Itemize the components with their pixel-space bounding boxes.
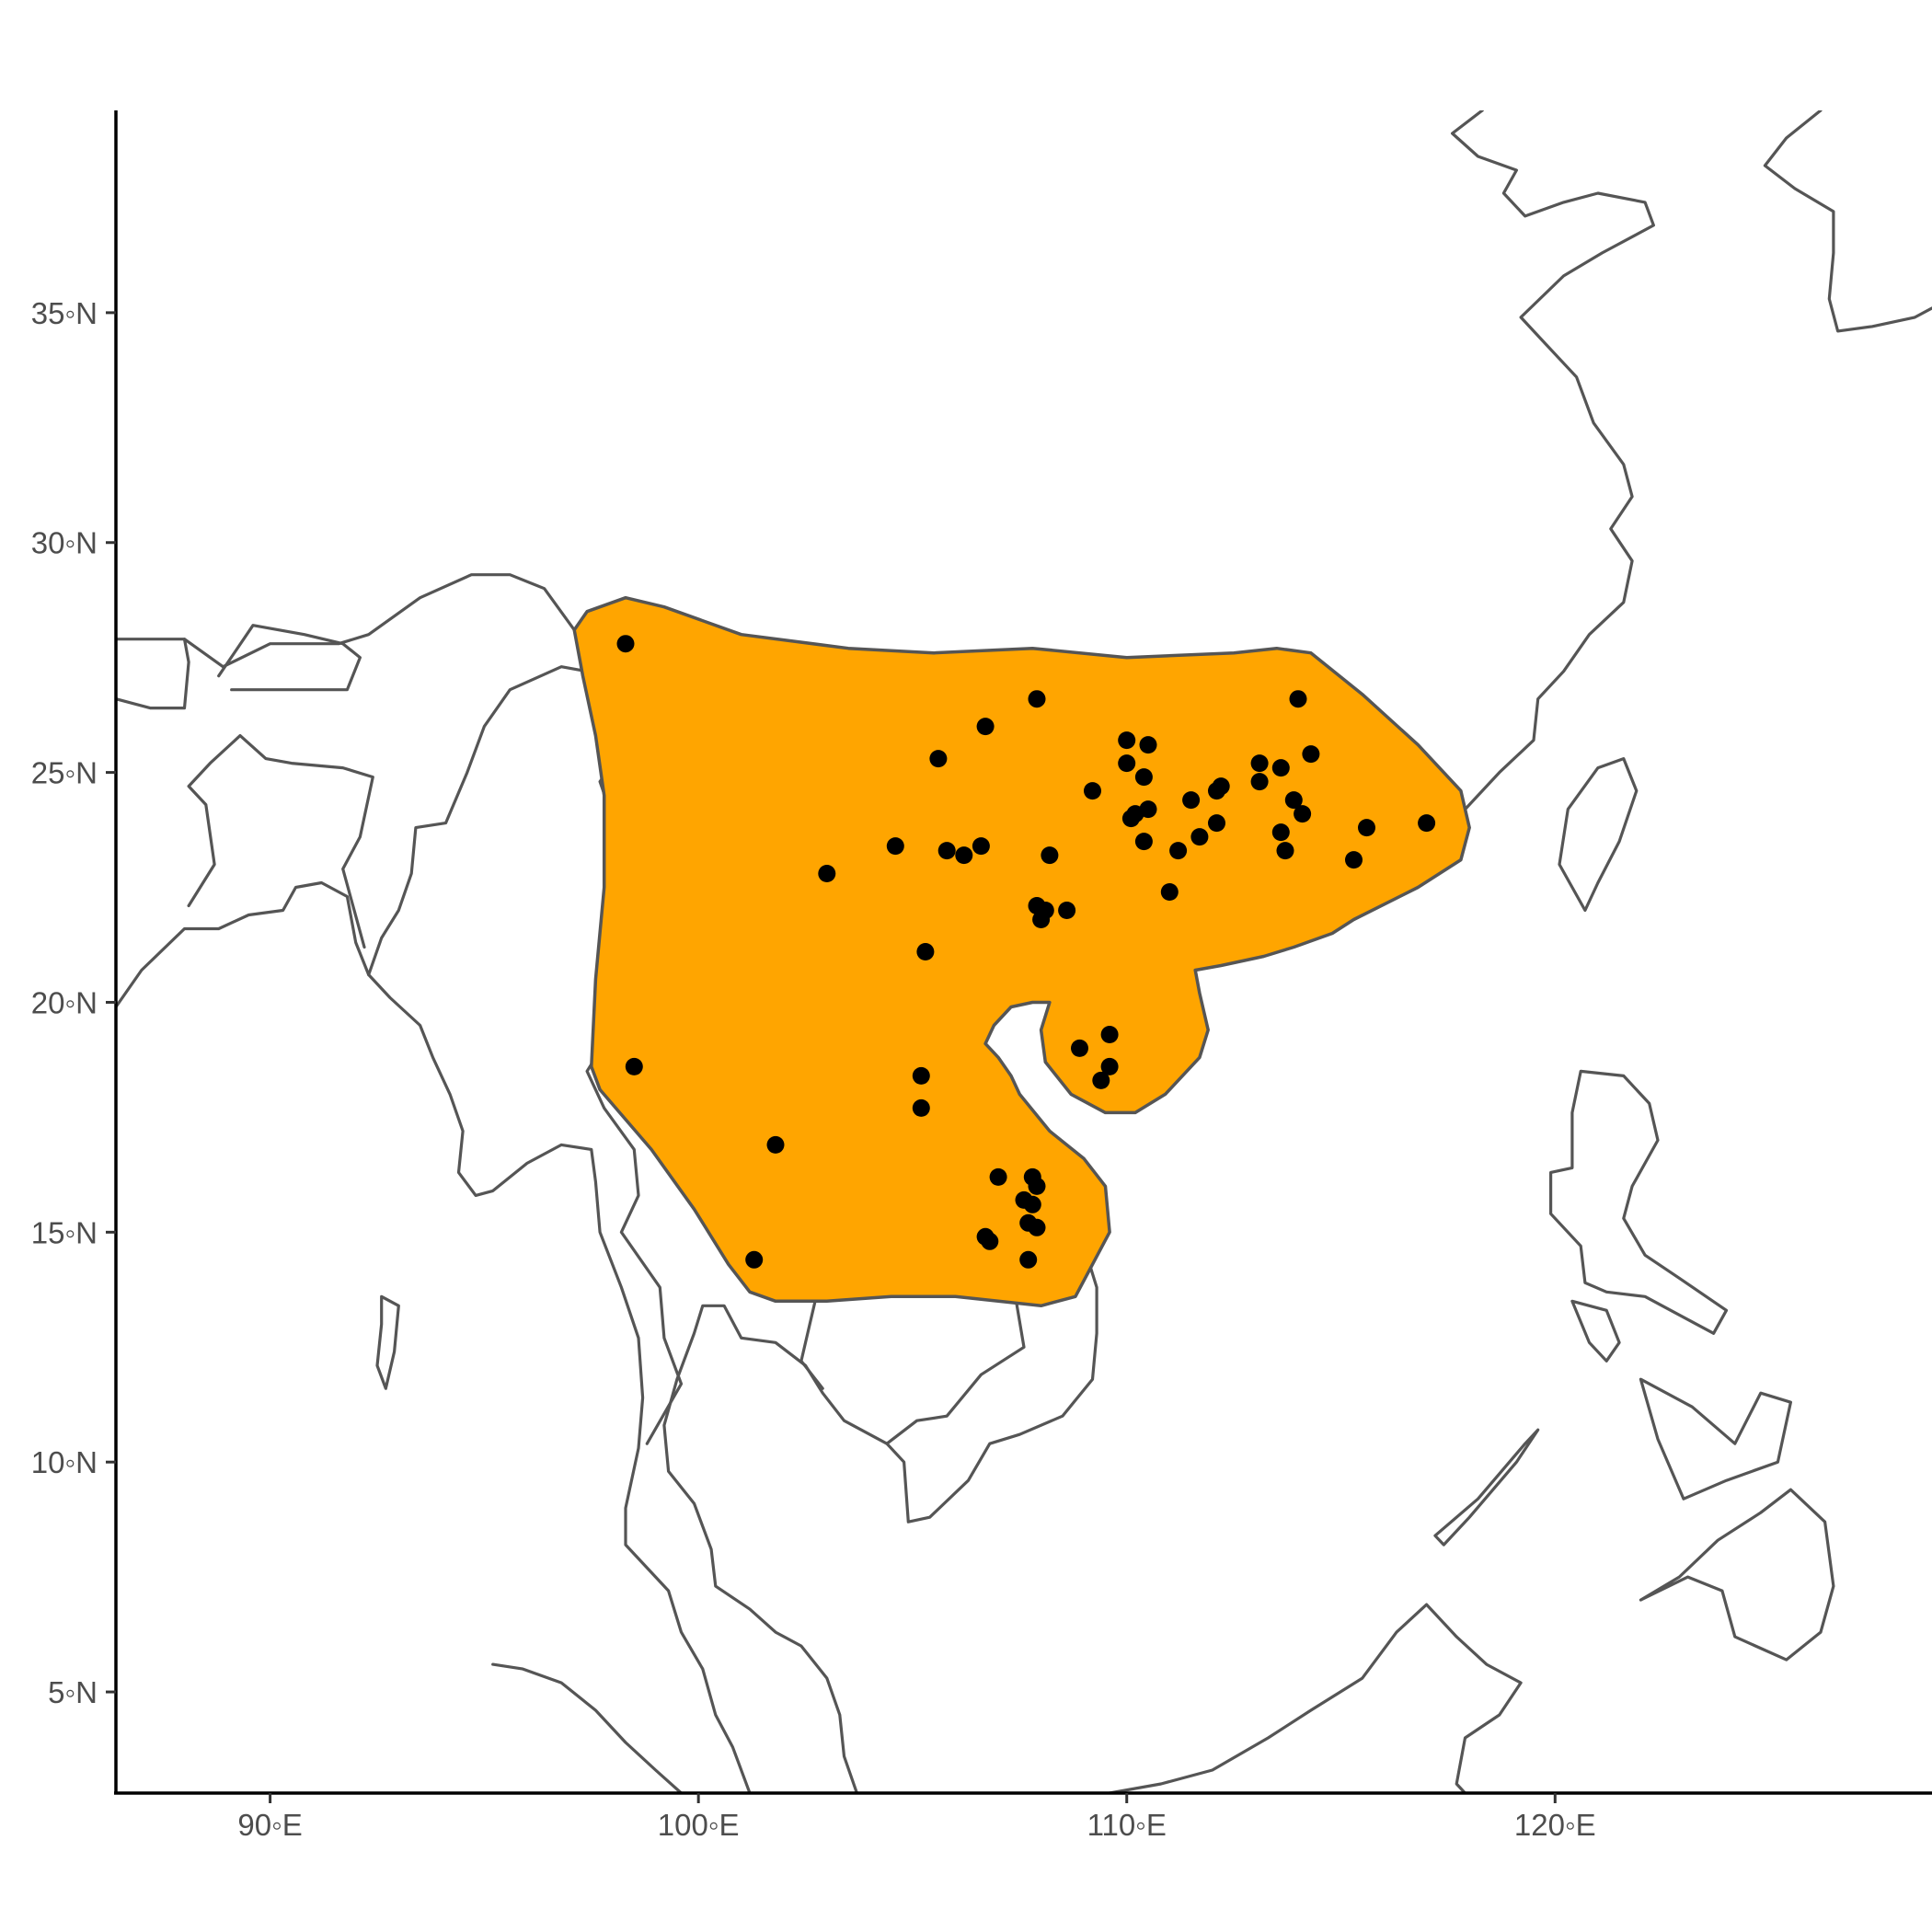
occurrence-point — [1071, 1039, 1088, 1057]
x-axis-ticks: 90◦E 100◦E 110◦E 120◦E — [237, 1793, 1596, 1842]
occurrence-point — [1182, 791, 1201, 810]
mindoro — [1570, 1299, 1621, 1363]
occurrence-point — [1118, 754, 1136, 773]
occurrence-point — [1284, 791, 1303, 810]
y-tick-label: 5◦N — [48, 1675, 98, 1709]
korea-coast — [1763, 110, 1932, 333]
occurrence-point — [1100, 1057, 1119, 1075]
occurrence-point — [745, 1250, 764, 1269]
occurrence-point — [1019, 1250, 1038, 1269]
occurrence-point — [1271, 759, 1290, 777]
x-tick-label: 100◦E — [658, 1808, 740, 1842]
occurrence-point — [616, 635, 635, 653]
occurrence-point — [1134, 833, 1153, 851]
occurrence-point — [929, 750, 948, 768]
occurrence-point — [1118, 731, 1136, 750]
occurrence-point — [1100, 1026, 1119, 1043]
x-tick-label: 110◦E — [1087, 1808, 1167, 1842]
occurrence-point — [989, 1167, 1007, 1186]
sumatra-north — [491, 1662, 684, 1793]
y-tick-label: 35◦N — [31, 296, 98, 330]
occurrence-point — [937, 842, 956, 860]
occurrence-point — [1208, 814, 1225, 833]
occurrence-point — [1084, 782, 1101, 800]
asia-mainland-coast — [116, 880, 752, 1793]
palawan — [1433, 1428, 1540, 1547]
range-polygon — [572, 595, 1471, 1308]
occurrence-point — [981, 1232, 999, 1250]
occurrence-point — [818, 865, 836, 882]
taiwan — [1558, 756, 1639, 913]
occurrence-point — [1294, 805, 1312, 823]
occurrence-point — [1139, 736, 1157, 754]
occurrence-point — [1134, 768, 1153, 787]
occurrence-point — [1190, 828, 1209, 846]
occurrence-point — [1028, 1218, 1046, 1236]
occurrence-point — [1250, 754, 1269, 773]
occurrence-point — [1358, 819, 1375, 837]
occurrence-point — [1271, 823, 1290, 842]
occurrence-point — [886, 837, 904, 856]
occurrence-point — [1418, 814, 1436, 833]
species-range-layer — [572, 595, 1471, 1308]
y-tick-label: 25◦N — [31, 756, 98, 790]
occurrence-point — [1160, 883, 1179, 901]
occurrence-point — [912, 1066, 930, 1085]
occurrence-point — [1058, 902, 1076, 919]
visayas — [1639, 1377, 1793, 1501]
nepal-border — [116, 638, 190, 710]
occurrence-point — [1041, 846, 1059, 865]
occurrence-point — [1302, 745, 1320, 764]
occurrence-point — [955, 846, 973, 865]
bangladesh-border — [187, 733, 374, 949]
andaman-islands — [375, 1294, 400, 1390]
luzon — [1548, 1069, 1729, 1335]
occurrence-point — [1028, 1177, 1046, 1195]
occurrence-point — [1036, 902, 1054, 919]
occurrence-point — [1092, 1071, 1110, 1089]
x-tick-label: 90◦E — [237, 1808, 302, 1842]
occurrence-point — [976, 718, 995, 736]
y-tick-label: 20◦N — [31, 985, 98, 1019]
y-tick-label: 30◦N — [31, 526, 98, 560]
occurrence-point — [1139, 800, 1157, 819]
y-tick-label: 15◦N — [31, 1215, 98, 1249]
y-tick-label: 10◦N — [31, 1445, 98, 1479]
occurrence-point — [912, 1098, 930, 1117]
occurrence-point — [916, 943, 935, 960]
occurrence-point — [1289, 690, 1307, 708]
occurrence-points-layer — [616, 635, 1436, 1269]
bhutan-border — [217, 624, 362, 692]
y-axis-ticks: 5◦N 10◦N 15◦N 20◦N 25◦N 30◦N 35◦N — [31, 296, 116, 1709]
occurrence-point — [625, 1057, 643, 1075]
occurrence-point — [1276, 842, 1294, 860]
occurrence-point — [1212, 777, 1230, 796]
occurrence-point — [1345, 851, 1363, 869]
occurrence-point — [972, 837, 990, 856]
occurrence-point — [1023, 1195, 1041, 1213]
borneo — [1108, 1603, 1523, 1793]
x-tick-label: 120◦E — [1514, 1808, 1596, 1842]
mindanao — [1639, 1488, 1835, 1662]
occurrence-point — [766, 1135, 785, 1154]
occurrence-point — [1169, 842, 1188, 860]
occurrence-point — [1028, 690, 1046, 708]
occurrence-point — [1250, 773, 1269, 791]
